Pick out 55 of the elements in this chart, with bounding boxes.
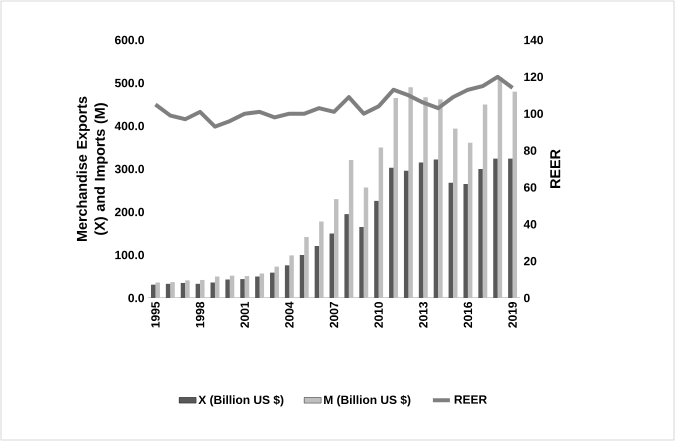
bar [314, 246, 320, 298]
line-series [153, 74, 515, 129]
x-tick-label: 1995 [151, 302, 160, 328]
legend-label: REER [454, 395, 487, 404]
legend-label: M (Billion US $) [324, 395, 410, 406]
bar [418, 162, 424, 298]
bar [255, 276, 260, 298]
y-axis-title: Merchandise Exports (X) and Imports (M) [76, 96, 108, 241]
bar [463, 184, 468, 298]
y-tick-label: 300.0 [114, 164, 144, 174]
y2-tick-label: 140 [524, 36, 543, 44]
y2-axis-title: REER [550, 149, 560, 188]
bar [508, 158, 513, 298]
x-tick-label: 2001 [240, 302, 249, 328]
bar [434, 160, 438, 298]
x-tick-label: 1998 [196, 302, 204, 328]
x-tick-label: 2007 [330, 302, 338, 328]
x-tick-label: 2019 [508, 302, 517, 328]
bar [196, 284, 200, 298]
bar [344, 214, 349, 298]
bar [404, 170, 408, 298]
y2-tick-label: 60 [524, 183, 536, 192]
bar [374, 200, 379, 298]
bar [166, 284, 170, 298]
bar [330, 234, 334, 298]
y2-tick-label: 0 [524, 294, 530, 302]
y-tick-label: 500.0 [114, 78, 144, 88]
bar [478, 169, 483, 298]
bar [210, 282, 215, 298]
bar [284, 265, 290, 298]
legend-label: X (Billion US $) [198, 395, 284, 406]
bar [240, 279, 245, 298]
x-tick-label: 2010 [374, 302, 383, 328]
y2-tick-label: 100 [524, 109, 543, 118]
x-tick-label: 2016 [464, 302, 472, 328]
x-tick-label: 2013 [419, 302, 428, 328]
y-tick-label: 0.0 [128, 294, 144, 302]
y2-tick-label: 120 [524, 72, 543, 82]
y-tick-label: 600.0 [115, 36, 144, 44]
y-tick-label: 100.0 [115, 250, 144, 260]
bar [150, 284, 156, 298]
y-tick-label: 200.0 [114, 208, 144, 216]
y2-tick-label: 40 [524, 220, 536, 229]
bar [493, 158, 498, 298]
bar [389, 168, 394, 298]
y2-tick-label: 80 [524, 146, 536, 155]
y-tick-label: 400.0 [114, 122, 144, 130]
bar [359, 227, 364, 298]
bar [448, 182, 454, 298]
y2-tick-label: 20 [524, 256, 536, 266]
x-tick-label: 2004 [285, 302, 294, 328]
bar [270, 272, 274, 298]
bar [300, 255, 304, 298]
bar [225, 280, 230, 298]
bar [180, 282, 186, 298]
